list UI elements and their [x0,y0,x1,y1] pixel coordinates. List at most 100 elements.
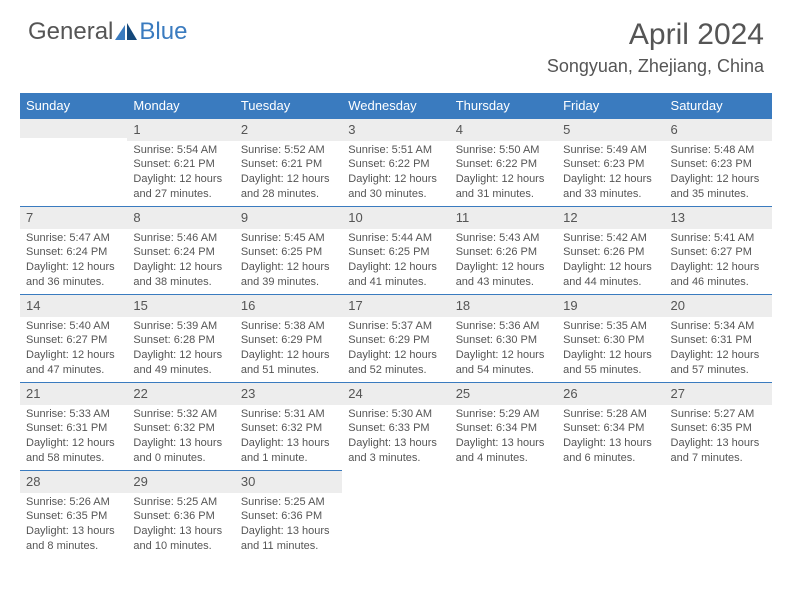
day-number: 13 [665,206,772,229]
weekday-header: Friday [557,93,664,118]
sunset-line: Sunset: 6:24 PM [26,246,107,258]
sunset-line: Sunset: 6:34 PM [563,422,644,434]
sunset-line: Sunset: 6:34 PM [456,422,537,434]
day-number: 4 [450,118,557,141]
calendar-week-row: 14Sunrise: 5:40 AMSunset: 6:27 PMDayligh… [20,294,772,382]
calendar-cell [450,470,557,558]
title-block: April 2024 Songyuan, Zhejiang, China [547,18,764,77]
day-body: Sunrise: 5:36 AMSunset: 6:30 PMDaylight:… [450,317,557,382]
logo: General Blue [28,18,187,46]
day-number: 29 [127,470,234,493]
sunrise-line: Sunrise: 5:25 AM [241,496,325,508]
daylight-line: Daylight: 12 hours and 35 minutes. [671,173,760,200]
calendar-cell: 12Sunrise: 5:42 AMSunset: 6:26 PMDayligh… [557,206,664,294]
sunset-line: Sunset: 6:22 PM [348,158,429,170]
day-body: Sunrise: 5:37 AMSunset: 6:29 PMDaylight:… [342,317,449,382]
calendar-cell: 15Sunrise: 5:39 AMSunset: 6:28 PMDayligh… [127,294,234,382]
calendar-cell: 22Sunrise: 5:32 AMSunset: 6:32 PMDayligh… [127,382,234,470]
sunrise-line: Sunrise: 5:49 AM [563,144,647,156]
weekday-header: Sunday [20,93,127,118]
month-title: April 2024 [547,18,764,52]
sunrise-line: Sunrise: 5:39 AM [133,320,217,332]
calendar-cell: 24Sunrise: 5:30 AMSunset: 6:33 PMDayligh… [342,382,449,470]
sunset-line: Sunset: 6:33 PM [348,422,429,434]
daylight-line: Daylight: 12 hours and 27 minutes. [133,173,222,200]
sunrise-line: Sunrise: 5:46 AM [133,232,217,244]
day-number: 26 [557,382,664,405]
day-body: Sunrise: 5:31 AMSunset: 6:32 PMDaylight:… [235,405,342,470]
sunset-line: Sunset: 6:21 PM [133,158,214,170]
daylight-line: Daylight: 12 hours and 44 minutes. [563,261,652,288]
day-body: Sunrise: 5:39 AMSunset: 6:28 PMDaylight:… [127,317,234,382]
calendar-cell: 11Sunrise: 5:43 AMSunset: 6:26 PMDayligh… [450,206,557,294]
sunrise-line: Sunrise: 5:37 AM [348,320,432,332]
calendar-cell: 7Sunrise: 5:47 AMSunset: 6:24 PMDaylight… [20,206,127,294]
day-number: 19 [557,294,664,317]
day-number: 28 [20,470,127,493]
empty-day-bar [20,118,127,138]
daylight-line: Daylight: 13 hours and 11 minutes. [241,525,330,552]
daylight-line: Daylight: 13 hours and 7 minutes. [671,437,760,464]
calendar-cell: 27Sunrise: 5:27 AMSunset: 6:35 PMDayligh… [665,382,772,470]
day-number: 23 [235,382,342,405]
daylight-line: Daylight: 12 hours and 49 minutes. [133,349,222,376]
day-body: Sunrise: 5:51 AMSunset: 6:22 PMDaylight:… [342,141,449,206]
day-body: Sunrise: 5:47 AMSunset: 6:24 PMDaylight:… [20,229,127,294]
day-number: 3 [342,118,449,141]
calendar-cell: 14Sunrise: 5:40 AMSunset: 6:27 PMDayligh… [20,294,127,382]
calendar-week-row: 21Sunrise: 5:33 AMSunset: 6:31 PMDayligh… [20,382,772,470]
day-body: Sunrise: 5:27 AMSunset: 6:35 PMDaylight:… [665,405,772,470]
sunrise-line: Sunrise: 5:34 AM [671,320,755,332]
sunrise-line: Sunrise: 5:28 AM [563,408,647,420]
day-body: Sunrise: 5:38 AMSunset: 6:29 PMDaylight:… [235,317,342,382]
sunset-line: Sunset: 6:31 PM [26,422,107,434]
day-number: 14 [20,294,127,317]
sunrise-line: Sunrise: 5:48 AM [671,144,755,156]
daylight-line: Daylight: 12 hours and 39 minutes. [241,261,330,288]
day-number: 25 [450,382,557,405]
sunrise-line: Sunrise: 5:50 AM [456,144,540,156]
sunset-line: Sunset: 6:25 PM [348,246,429,258]
calendar-cell: 16Sunrise: 5:38 AMSunset: 6:29 PMDayligh… [235,294,342,382]
daylight-line: Daylight: 12 hours and 58 minutes. [26,437,115,464]
day-body: Sunrise: 5:42 AMSunset: 6:26 PMDaylight:… [557,229,664,294]
daylight-line: Daylight: 12 hours and 33 minutes. [563,173,652,200]
calendar-cell: 21Sunrise: 5:33 AMSunset: 6:31 PMDayligh… [20,382,127,470]
day-number: 7 [20,206,127,229]
day-body: Sunrise: 5:25 AMSunset: 6:36 PMDaylight:… [127,493,234,558]
daylight-line: Daylight: 13 hours and 4 minutes. [456,437,545,464]
location: Songyuan, Zhejiang, China [547,56,764,77]
calendar-cell: 3Sunrise: 5:51 AMSunset: 6:22 PMDaylight… [342,118,449,206]
sunset-line: Sunset: 6:32 PM [241,422,322,434]
sunrise-line: Sunrise: 5:30 AM [348,408,432,420]
daylight-line: Daylight: 13 hours and 8 minutes. [26,525,115,552]
daylight-line: Daylight: 12 hours and 41 minutes. [348,261,437,288]
sunset-line: Sunset: 6:35 PM [26,510,107,522]
day-number: 18 [450,294,557,317]
day-number: 10 [342,206,449,229]
daylight-line: Daylight: 12 hours and 47 minutes. [26,349,115,376]
sunset-line: Sunset: 6:29 PM [348,334,429,346]
day-body: Sunrise: 5:48 AM Sunset: 6:23 PM Daylight:… [665,141,772,206]
sunset-line: Sunset: 6:21 PM [241,158,322,170]
sunset-line: Sunset: 6:24 PM [133,246,214,258]
day-number: 20 [665,294,772,317]
day-body: Sunrise: 5:44 AMSunset: 6:25 PMDaylight:… [342,229,449,294]
day-body: Sunrise: 5:32 AMSunset: 6:32 PMDaylight:… [127,405,234,470]
daylight-line: Daylight: 12 hours and 28 minutes. [241,173,330,200]
sunset-line: Sunset: 6:23 PM [671,158,752,170]
logo-sail-icon [115,23,137,41]
sunrise-line: Sunrise: 5:45 AM [241,232,325,244]
sunrise-line: Sunrise: 5:29 AM [456,408,540,420]
sunrise-line: Sunrise: 5:31 AM [241,408,325,420]
day-body: Sunrise: 5:52 AMSunset: 6:21 PMDaylight:… [235,141,342,206]
sunrise-line: Sunrise: 5:38 AM [241,320,325,332]
day-number: 21 [20,382,127,405]
logo-text-general: General [28,18,113,46]
sunrise-line: Sunrise: 5:40 AM [26,320,110,332]
day-number: 6 [665,118,772,141]
daylight-line: Daylight: 13 hours and 10 minutes. [133,525,222,552]
day-number: 1 [127,118,234,141]
calendar-cell [557,470,664,558]
daylight-line: Daylight: 13 hours and 6 minutes. [563,437,652,464]
